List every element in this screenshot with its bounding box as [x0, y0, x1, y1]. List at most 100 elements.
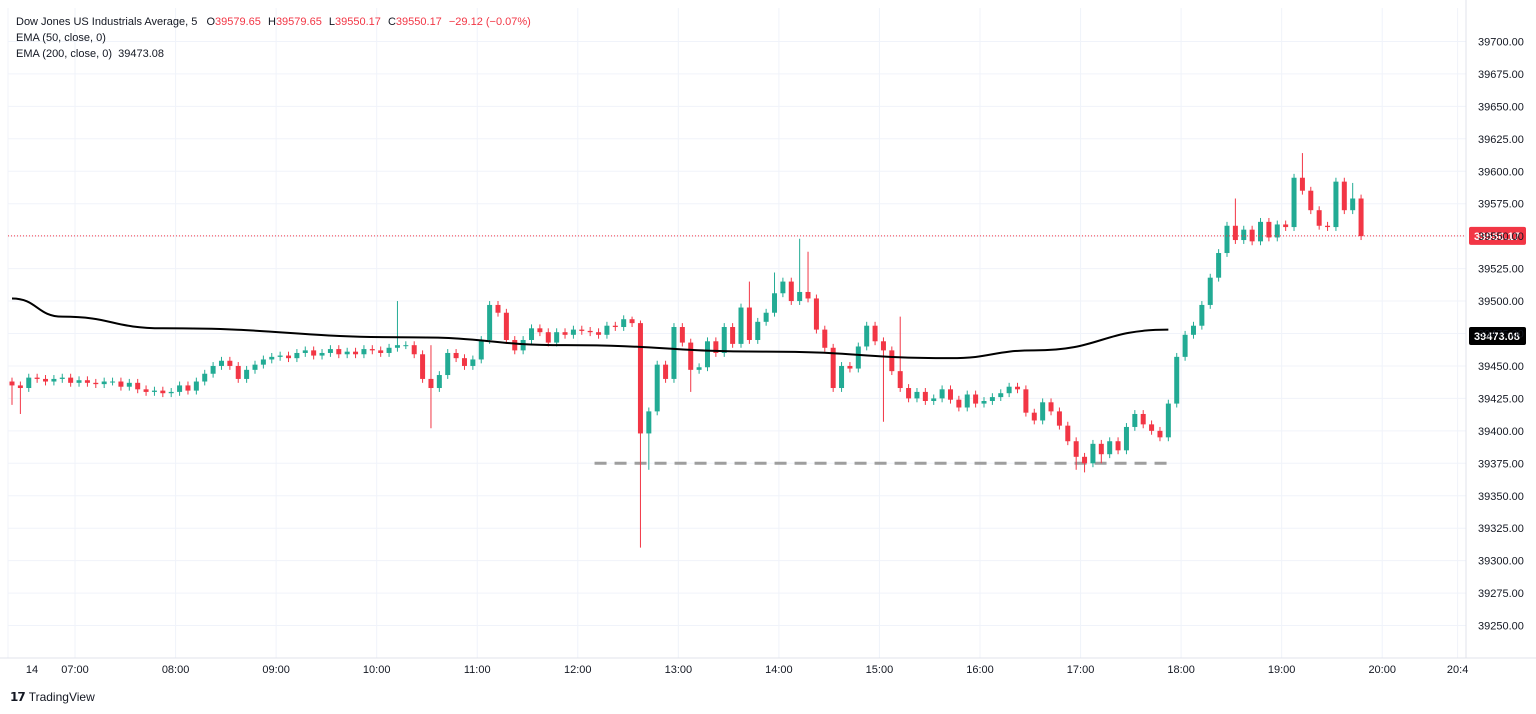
candle-body — [738, 307, 744, 344]
last-price-badge-text: 39550.17 — [1474, 231, 1520, 243]
candle-body — [1258, 221, 1264, 242]
candle-body — [989, 397, 995, 401]
open-value: 39579.65 — [215, 16, 261, 28]
x-tick-label: 14:00 — [765, 664, 793, 676]
candle-body — [797, 291, 803, 302]
candle-body — [420, 354, 426, 379]
candle-body — [805, 291, 811, 299]
candle-body — [554, 332, 560, 343]
candle-body — [252, 364, 258, 370]
candle-body — [93, 382, 99, 385]
candle-body — [1190, 325, 1196, 335]
ema-price-badge-text: 39473.08 — [1474, 331, 1520, 343]
candle-body — [830, 347, 836, 389]
candle-body — [1165, 403, 1171, 438]
candle-body — [1350, 198, 1356, 211]
candle-body — [713, 341, 719, 353]
candle-body — [411, 345, 417, 355]
candle-body — [260, 359, 266, 365]
candle-body — [428, 378, 434, 389]
candle-body — [562, 332, 568, 335]
tradingview-brand[interactable]: 𝟭𝟳 TradingView — [10, 690, 95, 704]
legend-ema-50[interactable]: EMA (50, close, 0) — [16, 30, 531, 46]
candle-body — [973, 394, 979, 404]
x-tick-label: 19:00 — [1268, 664, 1296, 676]
candle-body — [981, 400, 987, 404]
y-tick-label: 39600.00 — [1478, 166, 1524, 178]
candle-body — [629, 319, 635, 324]
candle-body — [487, 304, 493, 340]
candle-body — [1216, 253, 1222, 278]
candle-body — [1056, 411, 1062, 426]
price-chart[interactable]: 39550.17 39473.08 39250.00 39275.00 39300.0… — [0, 0, 1536, 690]
candle-body — [43, 378, 49, 382]
x-tick-label: 07:00 — [61, 664, 89, 676]
candle-body — [185, 385, 191, 391]
y-tick-label: 39500.00 — [1478, 296, 1524, 308]
candle-body — [839, 365, 845, 389]
ema-200-path — [11, 297, 1169, 360]
candle-body — [889, 350, 895, 372]
candle-body — [277, 355, 283, 357]
x-tick-label: 14 — [26, 664, 38, 676]
candle-body — [1140, 413, 1146, 425]
x-tick-label: 16:00 — [966, 664, 994, 676]
time-axis[interactable]: 14 07:00 08:00 09:00 10:00 11:00 12:00 13:00 14:… — [0, 657, 1536, 676]
candle-body — [579, 329, 585, 331]
candle-body — [914, 391, 920, 399]
candle-body — [378, 350, 384, 353]
chart-legend: Dow Jones US Industrials Average, 5 O395… — [16, 14, 531, 62]
candle-body — [461, 358, 467, 366]
candle-body — [1283, 224, 1289, 228]
candle-body — [763, 312, 769, 322]
candle-body — [269, 356, 275, 360]
candle-body — [1157, 430, 1163, 438]
candle-body — [17, 385, 23, 389]
last-price-line: 39550.17 39473.08 — [8, 226, 1526, 345]
candle-body — [1224, 225, 1230, 254]
candle-body — [495, 304, 501, 313]
x-tick-label: 20:00 — [1368, 664, 1396, 676]
candle-body — [126, 382, 132, 387]
candle-body — [394, 345, 400, 348]
candle-body — [931, 398, 937, 401]
candle-body — [704, 341, 710, 368]
candle-body — [1316, 210, 1322, 226]
candle-body — [1341, 181, 1347, 211]
y-tick-label: 39450.00 — [1478, 361, 1524, 373]
candle-body — [118, 381, 124, 387]
candle-body — [1299, 177, 1305, 191]
candle-body — [696, 367, 702, 370]
candle-body — [235, 365, 241, 379]
candle-body — [143, 389, 149, 392]
x-tick-label: 17:00 — [1067, 664, 1095, 676]
candle-body — [939, 389, 945, 399]
candle-body — [1291, 177, 1297, 228]
candle-body — [906, 388, 912, 399]
candle-body — [68, 377, 74, 383]
candle-body — [470, 359, 476, 366]
y-tick-label: 39550.00 — [1478, 231, 1524, 243]
candle-body — [59, 377, 65, 379]
legend-ema-200[interactable]: EMA (200, close, 0) 39473.08 — [16, 46, 531, 62]
candle-body — [570, 329, 576, 335]
candle-body — [1333, 181, 1339, 228]
price-axis[interactable]: 39250.00 39275.00 39300.00 39325.00 39350.00… — [1465, 0, 1524, 658]
brand-name: TradingView — [28, 690, 95, 704]
candle-body — [855, 346, 861, 369]
candle-body — [1023, 389, 1029, 413]
candle-body — [621, 319, 627, 328]
candle-body — [26, 377, 32, 389]
ema-50-label: EMA (50, close, 0) — [16, 32, 106, 44]
candle-body — [1090, 443, 1096, 464]
candle-body — [1115, 441, 1121, 451]
candle-body — [311, 350, 317, 356]
y-tick-label: 39300.00 — [1478, 556, 1524, 568]
candle-body — [1098, 443, 1104, 455]
candle-body — [679, 327, 685, 343]
candle-body — [813, 298, 819, 330]
low-label: L — [328, 16, 336, 28]
y-tick-label: 39525.00 — [1478, 264, 1524, 276]
candle-body — [369, 349, 375, 351]
y-tick-label: 39400.00 — [1478, 426, 1524, 438]
